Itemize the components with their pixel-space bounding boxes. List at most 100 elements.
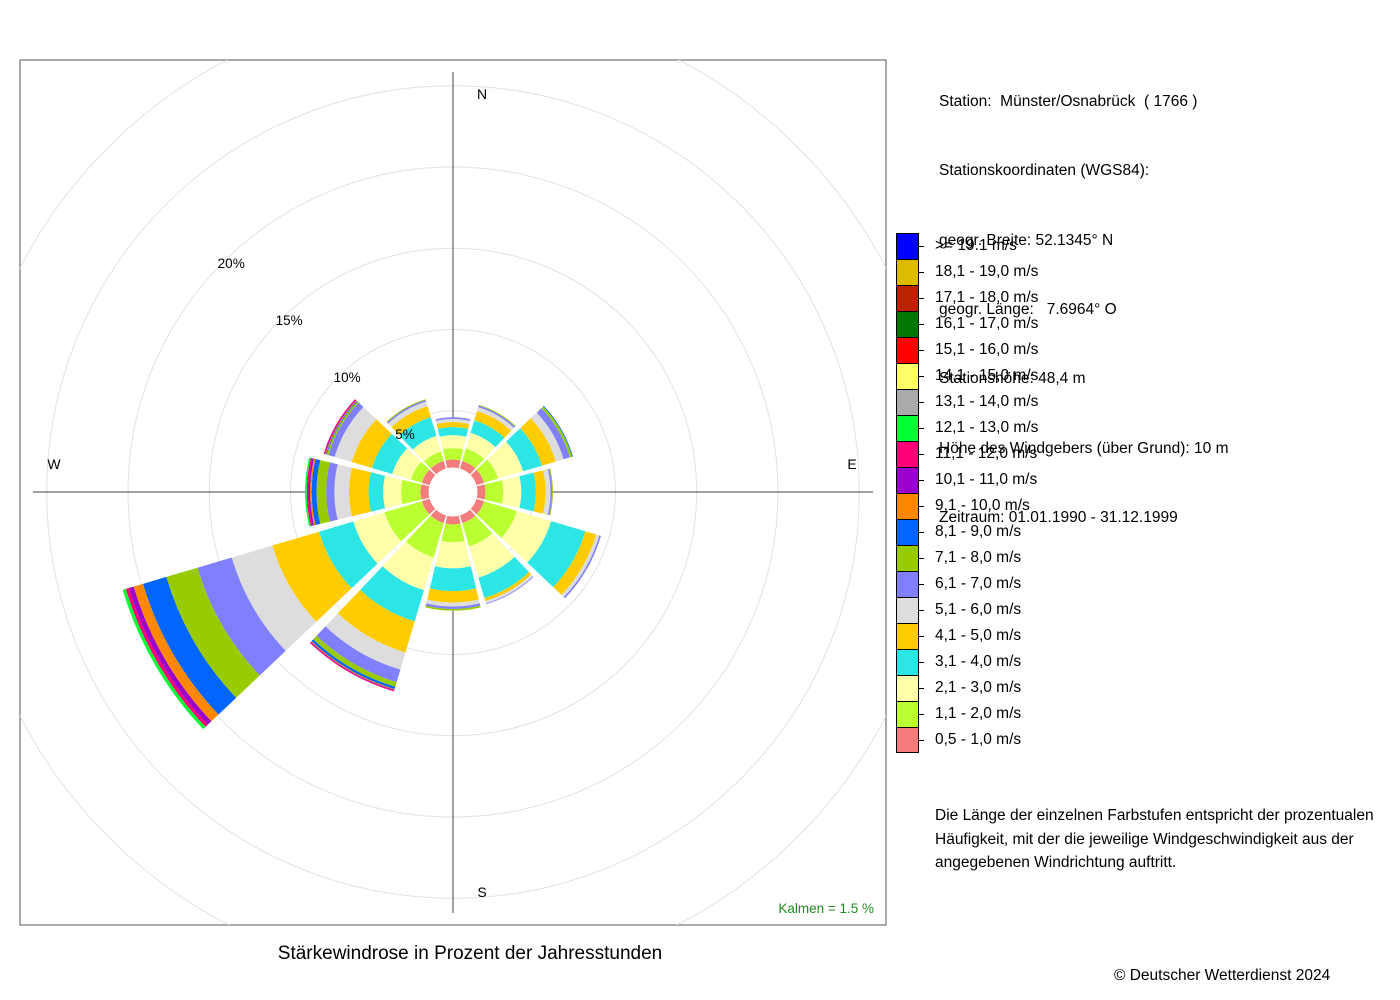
sector-s-class-4	[429, 566, 477, 592]
sector-w-class-13	[305, 457, 311, 527]
legend-swatch	[896, 623, 919, 649]
station-info: Station: Münster/Osnabrück ( 1766 ) Stat…	[939, 44, 1228, 552]
legend-label: 10,1 - 11,0 m/s	[935, 471, 1038, 488]
legend-label: 12,1 - 13,0 m/s	[935, 419, 1039, 436]
legend-item: 16,1 - 17,0 m/s	[896, 311, 1096, 337]
sector-ene-class-4	[506, 428, 542, 472]
sector-e-class-2	[484, 480, 504, 504]
explanation-note: Die Länge der einzelnen Farbstufen entsp…	[935, 804, 1374, 875]
note-line: Häufigkeit, mit der die jeweilige Windge…	[935, 830, 1354, 848]
sector-w-class-3	[383, 475, 403, 509]
sector-n-class-2	[442, 448, 464, 461]
legend-tick	[919, 480, 924, 481]
sector-nne-class-2	[462, 448, 485, 469]
sector-ssw-class-2	[406, 515, 444, 558]
legend-tick	[919, 740, 924, 741]
sector-w-class-9	[311, 458, 321, 526]
legend-item: 8,1 - 9,0 m/s	[896, 519, 1096, 545]
calm-circle	[428, 467, 478, 517]
ring-label: 15%	[276, 313, 303, 328]
sector-e-class-7	[547, 468, 553, 516]
compass-label-w: W	[47, 456, 61, 472]
legend-item: 15,1 - 16,0 m/s	[896, 337, 1096, 363]
sector-nnw-class-6	[388, 401, 428, 428]
station-longitude: geogr. Länge: 7.6964° O	[939, 301, 1117, 319]
legend-swatch	[896, 727, 919, 753]
legend-swatch	[896, 701, 919, 727]
sector-n-class-7	[435, 417, 471, 421]
sector-wsw-class-8	[166, 567, 260, 698]
legend-tick	[919, 246, 924, 247]
sector-nnw-class-2	[423, 451, 444, 469]
sector-e-class-5	[533, 470, 546, 514]
sector-nne-class-4	[470, 420, 505, 448]
legend-tick	[919, 688, 924, 689]
sector-s-class-5	[427, 588, 479, 603]
station-name: Station: Münster/Osnabrück ( 1766 )	[939, 93, 1198, 111]
sector-wsw-class-3	[353, 512, 402, 564]
sector-ese-class-5	[553, 531, 597, 595]
sector-ene-class-5	[520, 418, 556, 466]
legend-tick	[919, 610, 924, 611]
legend-tick	[919, 662, 924, 663]
legend-label: 5,1 - 6,0 m/s	[935, 601, 1022, 618]
legend-item: 0,5 - 1,0 m/s	[896, 727, 1096, 753]
sector-wnw-class-3	[392, 448, 422, 480]
sector-ssw-class-8	[313, 635, 397, 687]
sector-s-class-7	[425, 603, 481, 610]
sector-w-class-7	[326, 462, 338, 522]
legend-tick	[919, 506, 924, 507]
compass-label-e: E	[847, 456, 856, 472]
legend-label: 0,5 - 1,0 m/s	[935, 731, 1022, 748]
sector-n-class-6	[435, 418, 471, 425]
sector-wnw-class-4	[371, 433, 408, 475]
station-coordinates-heading: Stationskoordinaten (WGS84):	[939, 162, 1150, 180]
sector-w-class-6	[334, 464, 352, 520]
legend-swatch	[896, 649, 919, 675]
sector-ssw-class-5	[337, 589, 415, 653]
legend-label: 8,1 - 9,0 m/s	[935, 523, 1022, 540]
legend-swatch	[896, 363, 919, 389]
legend-tick	[919, 584, 924, 585]
legend-tick	[919, 324, 924, 325]
legend-label: 1,1 - 2,0 m/s	[935, 705, 1022, 722]
legend-item: 5,1 - 6,0 m/s	[896, 597, 1096, 623]
sector-e-class-1	[476, 484, 486, 500]
legend-tick	[919, 428, 924, 429]
copyright-notice: © Deutscher Wetterdienst 2024	[1114, 967, 1331, 984]
legend-label: >= 19.1 m/s	[935, 237, 1017, 254]
legend-swatch	[896, 233, 919, 259]
sector-w-class-1	[420, 484, 430, 500]
sector-wsw-class-6	[231, 545, 317, 651]
legend-swatch	[896, 441, 919, 467]
plot-frame	[19, 59, 887, 926]
legend-swatch	[896, 597, 919, 623]
sector-sse-class-2	[462, 515, 493, 547]
legend-item: 3,1 - 4,0 m/s	[896, 649, 1096, 675]
legend-swatch	[896, 675, 919, 701]
legend-tick	[919, 454, 924, 455]
sector-ene-class-3	[487, 441, 524, 479]
sector-wsw-class-2	[384, 501, 430, 542]
sector-ssw-class-6	[325, 613, 406, 670]
legend-swatch	[896, 259, 919, 285]
sector-ese-class-1	[470, 498, 485, 515]
legend-item: 18,1 - 19,0 m/s	[896, 259, 1096, 285]
legend-label: 11,1 - 12,0 m/s	[935, 445, 1038, 462]
ring-label: 5%	[395, 427, 415, 442]
sector-ene-class-1	[470, 469, 485, 486]
sector-n-class-4	[437, 426, 469, 437]
station-latitude: geogr. Breite: 52.1345° N	[939, 231, 1114, 249]
sector-nnw-class-5	[391, 406, 431, 436]
sector-wsw-class-7	[197, 557, 286, 676]
note-line: Die Länge der einzelnen Farbstufen entsp…	[935, 807, 1374, 824]
legend-label: 6,1 - 7,0 m/s	[935, 575, 1022, 592]
legend-item: 6,1 - 7,0 m/s	[896, 571, 1096, 597]
legend-swatch	[896, 311, 919, 337]
sector-ese-class-3	[501, 510, 552, 563]
sector-ene-class-7	[536, 408, 570, 460]
sector-wsw-class-10	[133, 583, 219, 722]
legend-tick	[919, 714, 924, 715]
sector-w-class-2	[400, 479, 422, 505]
anemometer-height: Höhe des Windgebers (über Grund): 10 m	[939, 439, 1229, 457]
